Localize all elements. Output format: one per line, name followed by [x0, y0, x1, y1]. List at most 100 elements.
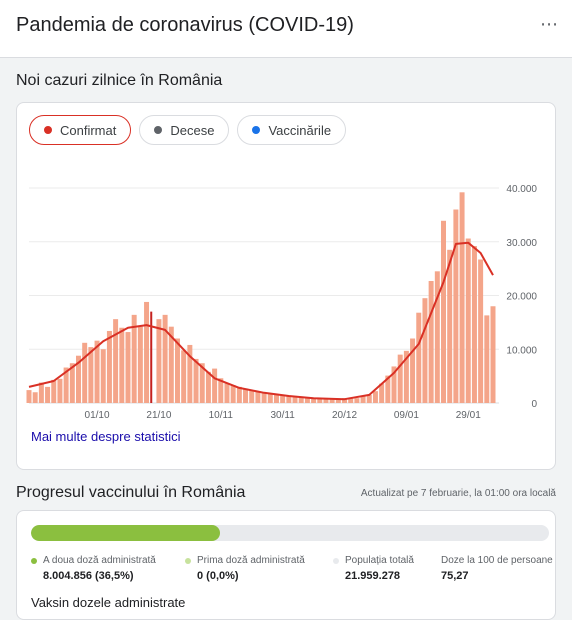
x-tick-label: 21/10 [146, 410, 171, 421]
first-dose-dot-icon [185, 557, 191, 564]
bar [144, 301, 150, 403]
bar [88, 347, 94, 403]
bar [348, 397, 354, 403]
chip-vaccinations[interactable]: Vaccinările [237, 115, 347, 145]
stat-value: 21.959.278 [345, 570, 401, 582]
updated-timestamp: Actualizat pe 7 februarie, la 01:00 ora … [360, 488, 556, 499]
y-tick-label: 0 [531, 399, 537, 410]
bar [354, 398, 360, 403]
bar [286, 396, 292, 403]
bar [273, 394, 279, 403]
bar [372, 391, 378, 403]
bar [57, 378, 63, 403]
y-tick-label: 30.000 [506, 238, 537, 249]
bar [212, 368, 218, 403]
stat-value: 0 (0,0%) [197, 570, 239, 582]
stat-value: 8.004.856 (36,5%) [43, 570, 134, 582]
bar [236, 386, 242, 403]
bar [447, 249, 453, 403]
bar [131, 314, 137, 403]
vaccinations-dot-icon [252, 126, 261, 134]
page-title: Pandemia de coronavirus (COVID-19) [16, 14, 354, 36]
bar [261, 392, 267, 403]
deaths-dot-icon [154, 126, 163, 134]
more-horiz-icon[interactable]: ⋯ [540, 14, 560, 34]
bar [230, 385, 236, 403]
bar [249, 390, 255, 403]
bar [366, 394, 372, 403]
stat-label: A doua doză administrată [43, 555, 156, 566]
bar [69, 363, 75, 403]
bar [193, 358, 199, 403]
bar [94, 340, 100, 403]
y-axis-labels: 40.000 30.000 20.000 10.000 0 [506, 184, 537, 410]
stat-population: Populația totală 21.959.278 [333, 555, 414, 582]
bar [199, 363, 205, 403]
y-tick-label: 40.000 [506, 184, 537, 195]
stat-second-dose: A doua doză administrată 8.004.856 (36,5… [31, 555, 156, 582]
stat-label: Populația totală [345, 555, 414, 566]
bar [397, 354, 403, 403]
bar [428, 280, 434, 403]
vaccination-card: A doua doză administrată 8.004.856 (36,5… [16, 510, 556, 620]
bar [113, 319, 119, 403]
chip-label: Vaccinările [268, 122, 332, 138]
bar [329, 399, 335, 403]
second-dose-dot-icon [31, 557, 37, 564]
bar [187, 344, 193, 403]
bar [360, 396, 366, 403]
bar [403, 350, 409, 403]
bar [453, 209, 459, 403]
vaccination-section-title: Progresul vaccinului în România [16, 484, 246, 501]
x-axis-labels: 01/10 21/10 10/11 30/11 20/12 09/01 29/01 [85, 410, 482, 421]
bar [76, 355, 81, 403]
bar [267, 393, 273, 403]
bar [478, 259, 484, 403]
bar [323, 398, 329, 403]
x-tick-label: 10/11 [209, 410, 234, 421]
bar [137, 326, 143, 403]
cases-chart[interactable]: 40.000 30.000 20.000 10.000 0 01/10 21/10 10/1… [17, 163, 555, 423]
bar [490, 306, 496, 403]
bar [441, 220, 446, 403]
bar [106, 330, 112, 403]
bar [224, 383, 230, 403]
bar [335, 398, 341, 403]
cutoff-heading: Vaksin dozele administrate [31, 595, 186, 610]
bar [45, 386, 51, 403]
bar [410, 338, 416, 403]
cases-card: Confirmat Decese Vaccinările 40.000 30.00… [16, 102, 556, 470]
bar [484, 315, 490, 403]
bar [243, 388, 249, 403]
chart-bars [26, 192, 496, 403]
bar [51, 379, 57, 403]
bar [391, 366, 397, 403]
bar [63, 367, 69, 403]
stat-value: 75,27 [441, 570, 469, 582]
stat-label: Prima doză administrată [197, 555, 305, 566]
chip-confirmed[interactable]: Confirmat [29, 115, 132, 145]
chip-deaths[interactable]: Decese [139, 115, 230, 145]
bar [385, 375, 391, 403]
y-tick-label: 10.000 [506, 345, 537, 356]
bar [181, 350, 187, 403]
bar [156, 319, 162, 403]
chart-average-line [28, 241, 494, 401]
bar [162, 314, 168, 403]
x-tick-label: 20/12 [332, 410, 357, 421]
bar [100, 349, 106, 403]
stat-first-dose: Prima doză administrată 0 (0,0%) [185, 555, 305, 582]
stat-label: Doze la 100 de persoane [441, 555, 553, 566]
x-tick-label: 01/10 [85, 410, 110, 421]
confirmed-dot-icon [44, 126, 52, 134]
bar [255, 391, 261, 403]
chip-label: Confirmat [60, 122, 117, 138]
bar [174, 338, 180, 403]
bar [304, 397, 310, 403]
bar [150, 311, 153, 403]
bar [205, 371, 211, 403]
more-statistics-link[interactable]: Mai multe despre statistici [31, 429, 181, 444]
bar [82, 342, 88, 403]
bar [465, 238, 471, 403]
cases-section-title: Noi cazuri zilnice în România [16, 72, 223, 89]
